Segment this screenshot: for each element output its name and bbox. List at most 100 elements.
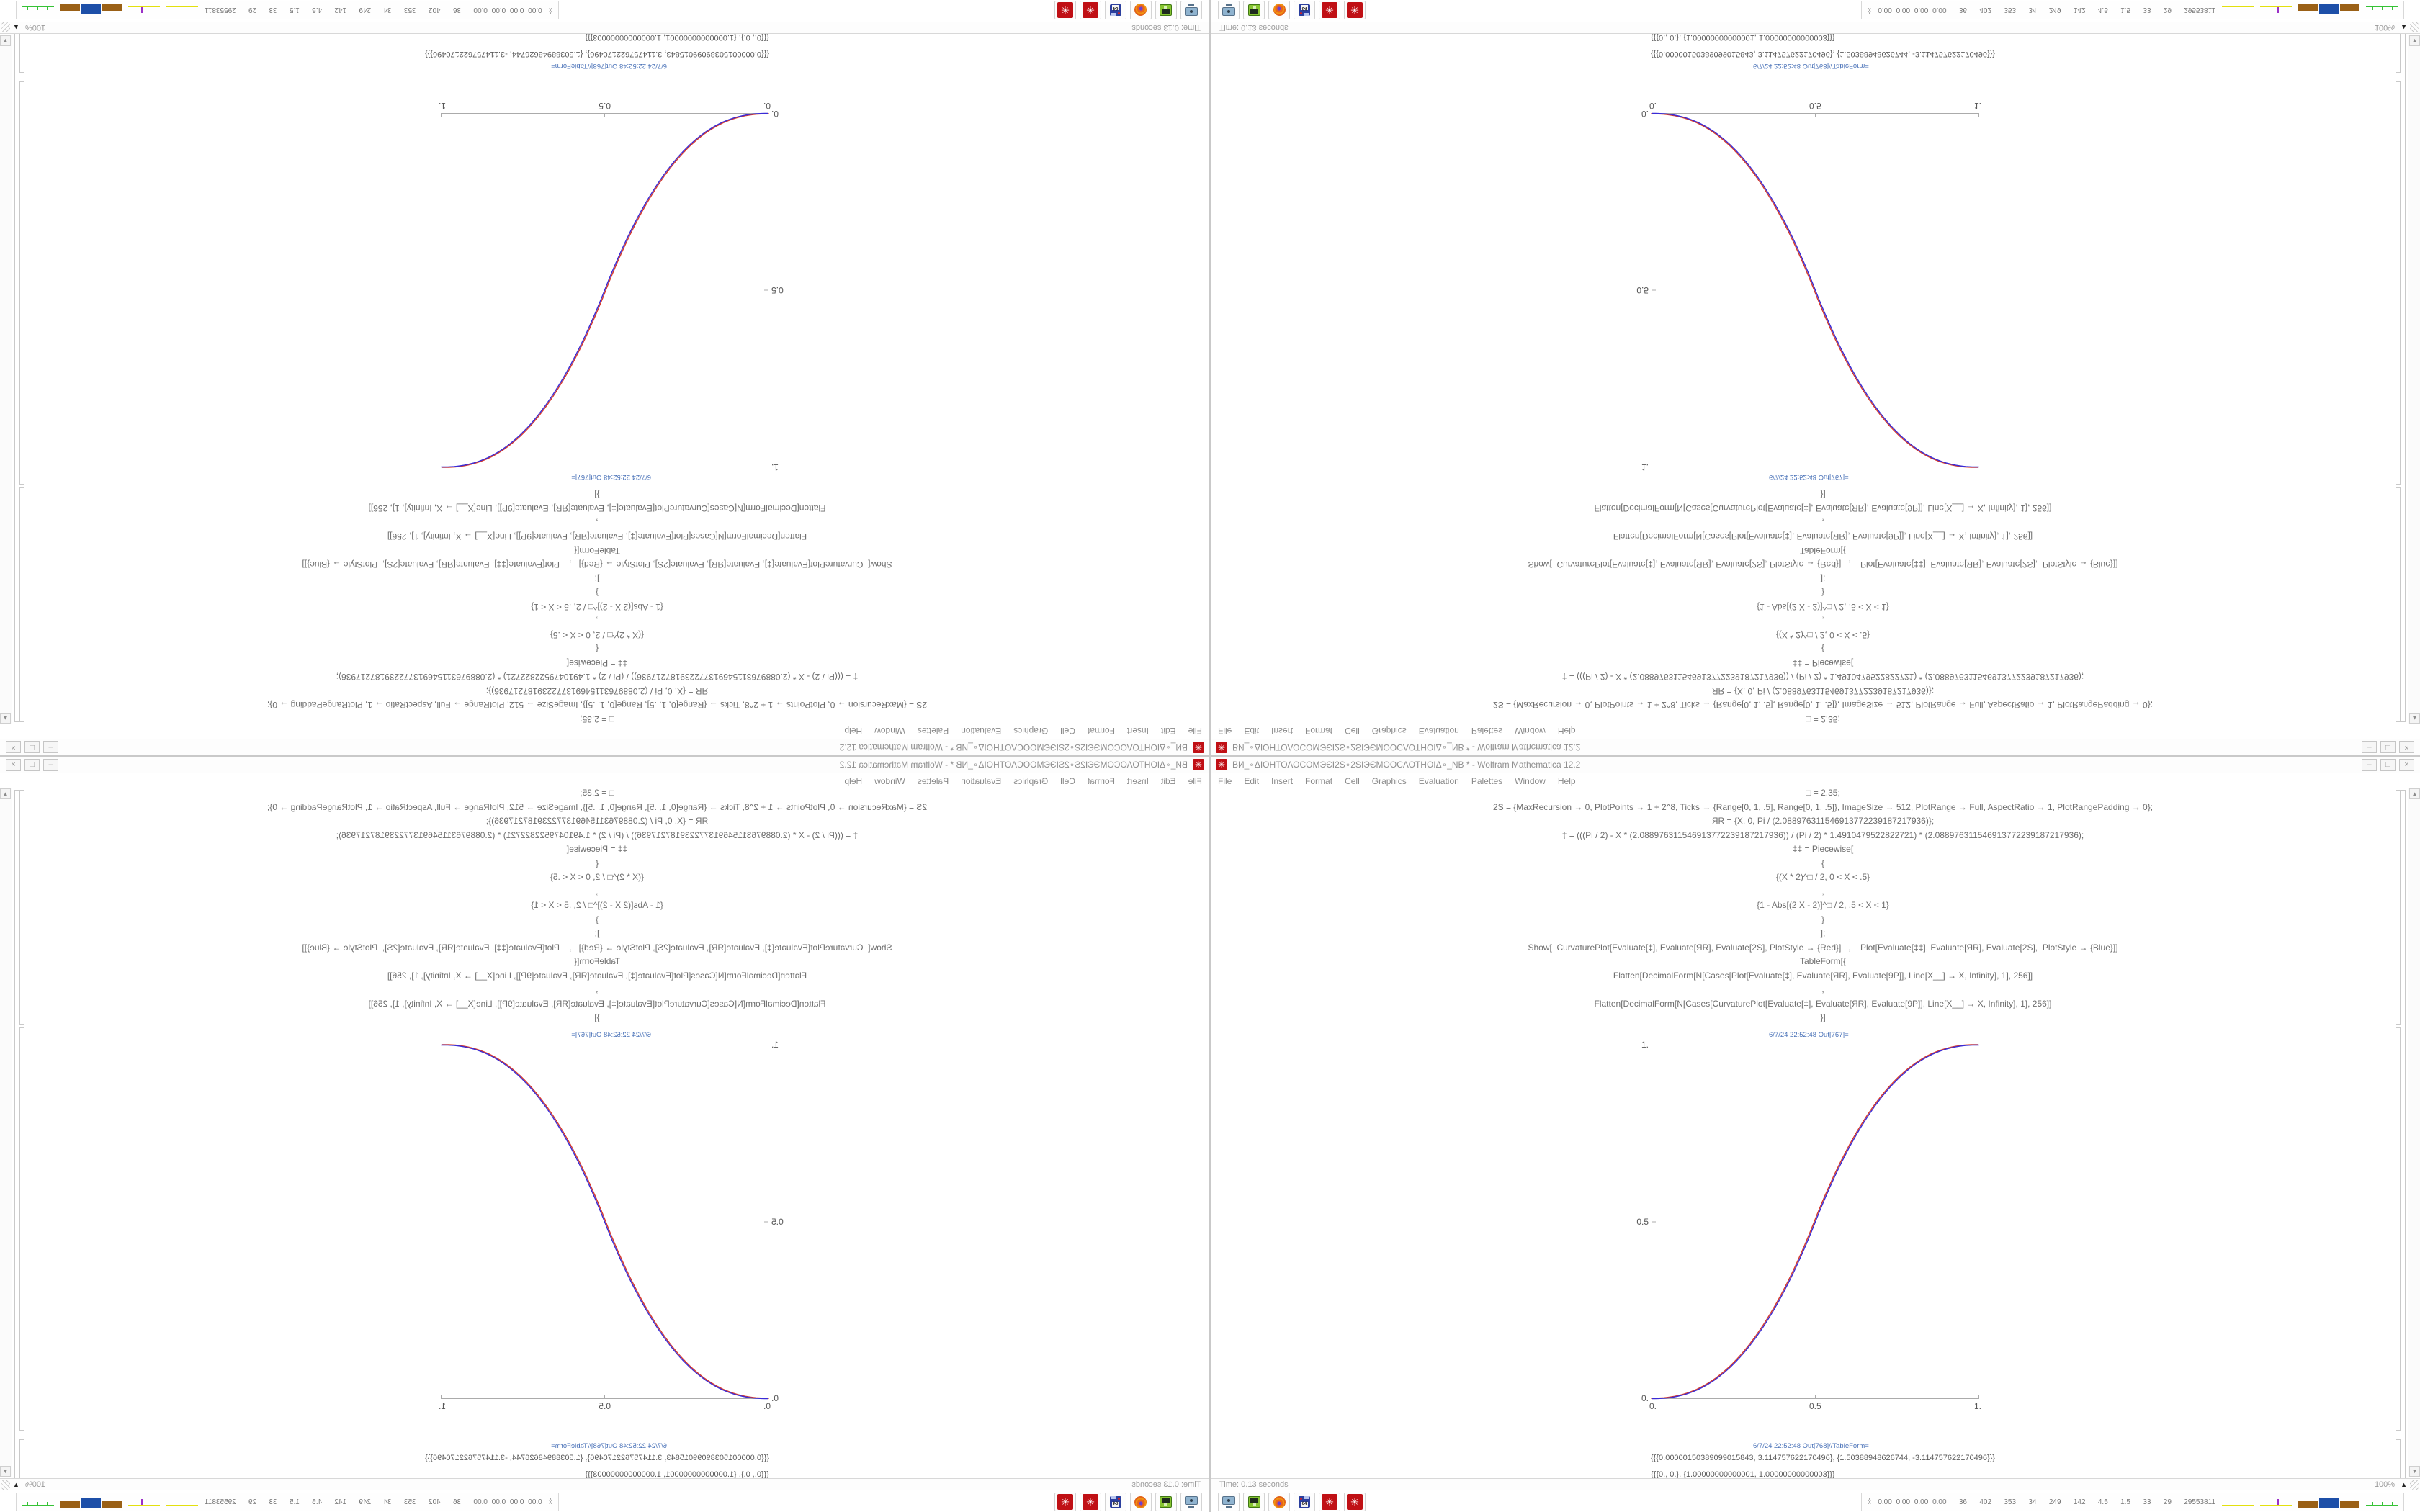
menu-item-file[interactable]: File <box>1188 775 1202 786</box>
menu-item-file[interactable]: File <box>1188 726 1202 737</box>
menu-item-insert[interactable]: Insert <box>1271 775 1294 786</box>
notebook-input-cell[interactable]: □ = 2.35; 2S = {MaxRecursion → 0, PlotPo… <box>1238 788 2408 1027</box>
notebook-input-cell[interactable]: □ = 2.35; 2S = {MaxRecursion → 0, PlotPo… <box>1238 486 2408 724</box>
minimize-button[interactable]: – <box>43 759 58 771</box>
cell-bracket-input[interactable] <box>2396 790 2401 1025</box>
cell-bracket-out768[interactable] <box>2396 1439 2401 1480</box>
resize-grip[interactable] <box>2410 22 2419 32</box>
menu-item-graphics[interactable]: Graphics <box>1013 775 1049 786</box>
menu-item-edit[interactable]: Edit <box>1160 726 1176 737</box>
menu-item-insert[interactable]: Insert <box>1126 726 1149 737</box>
maximize-button[interactable]: □ <box>2380 741 2396 753</box>
zoom-menu-triangle-icon[interactable]: ▲ <box>2401 1481 2407 1488</box>
menu-item-cell[interactable]: Cell <box>1345 726 1360 737</box>
menu-item-format[interactable]: Format <box>1305 726 1333 737</box>
mathematica-launcher-2[interactable]: ✳ <box>1344 1493 1366 1511</box>
vertical-scrollbar[interactable]: ▲ ▼ <box>2408 35 2420 724</box>
mathematica-launcher-1[interactable]: ✳ <box>1319 1493 1340 1511</box>
cell-bracket-group[interactable] <box>14 790 18 1480</box>
menu-item-edit[interactable]: Edit <box>1244 726 1260 737</box>
maximize-button[interactable]: □ <box>24 759 40 771</box>
menu-item-format[interactable]: Format <box>1087 775 1115 786</box>
menu-item-palettes[interactable]: Palettes <box>917 726 949 737</box>
mathematica-launcher-2[interactable]: ✳ <box>1054 1493 1076 1511</box>
zoom-level[interactable]: 100% <box>2374 23 2396 32</box>
maximize-button[interactable]: □ <box>2380 759 2396 771</box>
menu-item-window[interactable]: Window <box>1515 726 1546 737</box>
floppy-64-launcher[interactable]: 64 <box>1294 1493 1315 1511</box>
window-titlebar[interactable]: ✳ ВИ_∘ΔΙΟΗΤΟΛΟϹΟΜЭЄΙ2S∘2SΙЭЄΜΟΟϹΛΟΤΗΟΙΔ∘… <box>1211 757 2420 773</box>
close-button[interactable]: × <box>2399 741 2414 753</box>
cell-bracket-group[interactable] <box>2401 790 2406 1480</box>
mathematica-launcher-1[interactable]: ✳ <box>1080 1 1101 19</box>
mathematica-launcher-1[interactable]: ✳ <box>1080 1493 1101 1511</box>
mathematica-launcher-2[interactable]: ✳ <box>1054 1 1076 19</box>
close-button[interactable]: × <box>6 741 21 753</box>
firefox-launcher[interactable] <box>1268 1493 1290 1511</box>
firefox-launcher[interactable] <box>1268 1 1290 19</box>
cell-bracket-out767[interactable] <box>19 81 23 485</box>
scroll-up-arrow-icon[interactable]: ▲ <box>2409 713 2420 724</box>
vertical-scrollbar[interactable]: ▲ ▼ <box>2408 788 2420 1477</box>
double-chevron-up-icon[interactable]: ∧ ∧ <box>548 6 552 15</box>
mathematica-launcher-2[interactable]: ✳ <box>1344 1 1366 19</box>
zoom-menu-triangle-icon[interactable]: ▲ <box>13 1481 19 1488</box>
menu-item-insert[interactable]: Insert <box>1271 726 1294 737</box>
double-chevron-up-icon[interactable]: ∧ ∧ <box>1868 6 1872 15</box>
screenshot-tool-launcher[interactable] <box>1218 1493 1240 1511</box>
green-emulator-launcher[interactable] <box>1155 1 1177 19</box>
notebook-input-cell[interactable]: □ = 2.35; 2S = {MaxRecursion → 0, PlotPo… <box>12 486 1182 724</box>
cell-bracket-out767[interactable] <box>2397 81 2401 485</box>
zoom-level[interactable]: 100% <box>2374 1480 2396 1489</box>
minimize-button[interactable]: – <box>43 741 58 753</box>
cell-bracket-out767[interactable] <box>2396 1027 2401 1431</box>
menu-item-file[interactable]: File <box>1218 726 1232 737</box>
close-button[interactable]: × <box>6 759 21 771</box>
firefox-launcher[interactable] <box>1130 1493 1152 1511</box>
menu-item-help[interactable]: Help <box>844 726 863 737</box>
menu-item-edit[interactable]: Edit <box>1244 775 1260 786</box>
menu-item-cell[interactable]: Cell <box>1060 726 1075 737</box>
menu-item-graphics[interactable]: Graphics <box>1371 726 1407 737</box>
scroll-down-arrow-icon[interactable]: ▼ <box>0 1466 11 1477</box>
menu-item-evaluation[interactable]: Evaluation <box>1418 775 1459 786</box>
menu-item-cell[interactable]: Cell <box>1060 775 1075 786</box>
menu-item-evaluation[interactable]: Evaluation <box>961 726 1002 737</box>
resize-grip[interactable] <box>1 22 10 32</box>
zoom-menu-triangle-icon[interactable]: ▲ <box>13 24 19 31</box>
minimize-button[interactable]: – <box>2362 741 2377 753</box>
green-emulator-launcher[interactable] <box>1155 1493 1177 1511</box>
cell-bracket-out767[interactable] <box>19 1027 23 1431</box>
cell-bracket-group[interactable] <box>14 32 18 722</box>
menu-item-graphics[interactable]: Graphics <box>1371 775 1407 786</box>
menu-item-insert[interactable]: Insert <box>1126 775 1149 786</box>
cell-bracket-input[interactable] <box>19 487 23 722</box>
menu-item-window[interactable]: Window <box>1515 775 1546 786</box>
menu-item-help[interactable]: Help <box>1557 726 1576 737</box>
menu-item-help[interactable]: Help <box>1557 775 1576 786</box>
menu-item-file[interactable]: File <box>1218 775 1232 786</box>
screenshot-tool-launcher[interactable] <box>1218 1 1240 19</box>
scroll-up-arrow-icon[interactable]: ▲ <box>0 713 11 724</box>
mathematica-launcher-1[interactable]: ✳ <box>1319 1 1340 19</box>
cell-bracket-out768[interactable] <box>19 1439 23 1480</box>
cell-bracket-input[interactable] <box>19 790 23 1025</box>
resize-grip[interactable] <box>2410 1480 2419 1490</box>
menu-item-palettes[interactable]: Palettes <box>1471 775 1503 786</box>
menu-item-window[interactable]: Window <box>874 726 905 737</box>
maximize-button[interactable]: □ <box>24 741 40 753</box>
window-titlebar[interactable]: ✳ ВИ_∘ΔΙΟΗΤΟΛΟϹΟΜЭЄΙ2S∘2SΙЭЄΜΟΟϹΛΟΤΗΟΙΔ∘… <box>0 757 1209 773</box>
screenshot-tool-launcher[interactable] <box>1180 1 1202 19</box>
minimize-button[interactable]: – <box>2362 759 2377 771</box>
floppy-64-launcher[interactable]: 64 <box>1105 1493 1126 1511</box>
scroll-up-arrow-icon[interactable]: ▲ <box>0 788 11 799</box>
menu-item-format[interactable]: Format <box>1305 775 1333 786</box>
scroll-up-arrow-icon[interactable]: ▲ <box>2409 788 2420 799</box>
cell-bracket-group[interactable] <box>2402 32 2406 722</box>
screenshot-tool-launcher[interactable] <box>1180 1493 1202 1511</box>
window-titlebar[interactable]: ✳ ВИ_∘ΔΙΟΗΤΟΛΟϹΟΜЭЄΙ2S∘2SΙЭЄΜΟΟϹΛΟΤΗΟΙΔ∘… <box>1211 739 2420 755</box>
scroll-down-arrow-icon[interactable]: ▼ <box>0 35 11 46</box>
zoom-level[interactable]: 100% <box>24 23 46 32</box>
menu-item-palettes[interactable]: Palettes <box>1471 726 1503 737</box>
scroll-down-arrow-icon[interactable]: ▼ <box>2409 35 2420 46</box>
